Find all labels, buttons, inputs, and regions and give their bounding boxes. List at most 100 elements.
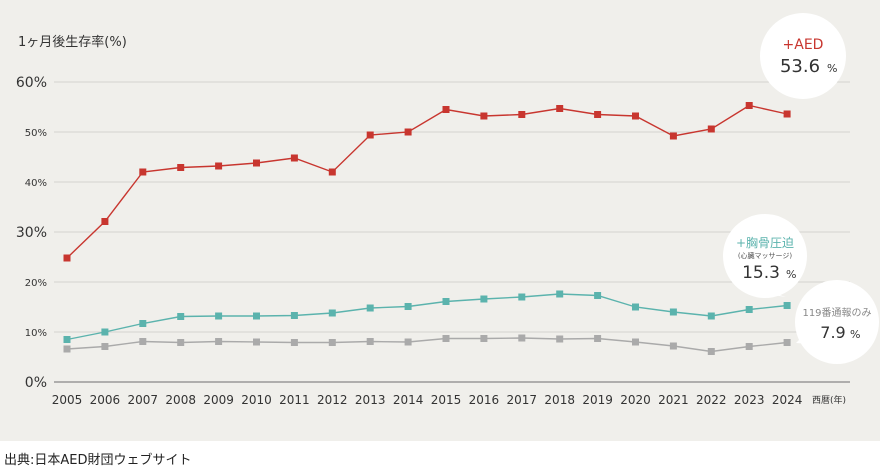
chart-title: 1ヶ月後生存率(%): [18, 34, 127, 50]
data-point-cpr: [480, 295, 488, 303]
callout-cpr: +胸骨圧迫(心臓マッサージ) 15.3%: [723, 214, 807, 298]
data-point-aed: [783, 110, 791, 118]
data-point-call: [594, 335, 602, 342]
data-point-cpr: [783, 302, 791, 309]
data-point-aed: [366, 131, 374, 139]
x-tick-label: 2007: [128, 393, 159, 407]
y-tick-label: 20%: [25, 278, 47, 289]
x-tick-label: 2021: [658, 393, 689, 407]
data-point-aed: [707, 125, 715, 133]
data-point-aed: [177, 164, 185, 171]
data-point-cpr: [177, 313, 185, 320]
x-tick-label: 2022: [696, 393, 727, 407]
data-point-call: [556, 335, 564, 343]
x-tick-label: 2010: [241, 393, 272, 407]
y-tick-label: 50%: [25, 128, 47, 139]
callout-value: 53.6: [780, 56, 820, 77]
data-point-call: [480, 335, 488, 342]
data-point-aed: [290, 154, 298, 162]
data-point-cpr: [328, 309, 336, 317]
callouts: +AED 53.6 % +胸骨圧迫(心臓マッサージ) 15.3 % 119番通報のみ 7.9%: [723, 13, 879, 364]
callout-bubble: [760, 13, 846, 99]
y-axis: 0% 10% 20% 30% 40% 50% 60%: [16, 75, 47, 391]
data-point-call: [290, 339, 298, 346]
callout-unit: %: [827, 62, 837, 75]
callout-bubble: [795, 280, 879, 364]
y-tick-label: 10%: [25, 328, 47, 339]
data-point-cpr: [518, 293, 526, 301]
data-point-aed: [745, 102, 753, 109]
x-tick-label: 2024: [772, 393, 803, 407]
data-point-cpr: [290, 312, 298, 319]
x-tick-label: 2006: [90, 393, 121, 407]
y-tick-label: 40%: [25, 178, 47, 189]
data-point-cpr: [556, 290, 564, 298]
data-point-cpr: [366, 304, 374, 312]
data-point-aed: [253, 159, 260, 167]
data-point-call: [328, 339, 336, 346]
x-tick-label: 2014: [393, 393, 424, 407]
x-tick-label: 2019: [582, 393, 613, 407]
data-point-cpr: [669, 308, 677, 316]
series-line-cpr: [66, 293, 788, 341]
x-tick-label: 2018: [544, 393, 575, 407]
callout-name: +AED: [783, 37, 824, 53]
data-point-aed: [63, 254, 71, 262]
data-point-aed: [139, 168, 147, 176]
data-point-call: [366, 338, 374, 345]
callout-value: 15.3: [742, 263, 780, 283]
x-tick-label: 2013: [355, 393, 386, 407]
x-tick-label: 2005: [52, 393, 83, 407]
data-point-call: [783, 339, 791, 346]
data-point-cpr: [139, 320, 147, 327]
data-point-call: [215, 338, 223, 345]
x-tick-label: 2020: [620, 393, 651, 407]
callout-bubble: [723, 214, 807, 298]
x-axis: 2005 2006 2007 2008 2009 2010 2011 2012 2013 2014…: [52, 393, 803, 407]
data-point-call: [139, 338, 147, 345]
data-point-cpr: [745, 306, 753, 313]
chart-panel: 1ヶ月後生存率(%) 0% 10% 20% 30% 40% 50% 60% 2005 2006…: [0, 0, 880, 441]
x-axis-label: 西暦(年): [812, 394, 846, 406]
data-point-aed: [442, 106, 450, 113]
data-point-call: [404, 338, 412, 346]
data-point-aed: [632, 112, 639, 120]
data-point-cpr: [63, 336, 71, 343]
data-point-aed: [215, 162, 223, 170]
data-point-aed: [556, 105, 564, 112]
callout-call: 119番通報のみ 7.9%: [795, 280, 879, 364]
data-point-call: [442, 335, 450, 342]
y-tick-label: 60%: [16, 75, 47, 91]
grid: [54, 81, 850, 383]
callout-name: +胸骨圧迫: [736, 235, 794, 250]
callout-aed: +AED 53.6%: [760, 13, 846, 99]
callout-value: 7.9: [820, 323, 845, 342]
survival-rate-line-chart: 1ヶ月後生存率(%) 0% 10% 20% 30% 40% 50% 60% 2005 2006…: [16, 13, 879, 407]
x-tick-label: 2023: [734, 393, 765, 407]
x-tick-label: 2016: [469, 393, 500, 407]
data-point-call: [632, 338, 639, 346]
series-layer: [63, 102, 791, 355]
data-point-aed: [518, 111, 526, 118]
y-tick-label: 0%: [25, 375, 47, 391]
data-point-call: [669, 342, 677, 350]
data-point-call: [253, 338, 260, 346]
data-point-call: [745, 343, 753, 350]
x-tick-label: 2015: [431, 393, 462, 407]
data-point-aed: [328, 168, 336, 176]
data-point-cpr: [404, 303, 412, 310]
data-point-call: [177, 339, 185, 346]
data-point-aed: [594, 111, 602, 118]
x-tick-label: 2017: [507, 393, 538, 407]
x-tick-label: 2011: [279, 393, 310, 407]
data-point-aed: [101, 218, 109, 225]
callout-name: 119番通報のみ: [802, 307, 871, 319]
data-point-cpr: [101, 328, 109, 336]
data-point-aed: [480, 112, 488, 120]
data-point-aed: [669, 132, 677, 140]
data-point-call: [707, 348, 715, 355]
x-tick-label: 2008: [165, 393, 196, 407]
data-point-cpr: [632, 303, 639, 311]
source-caption: 出典:日本AED財団ウェブサイト: [4, 453, 192, 468]
callout-unit: %: [786, 268, 796, 281]
